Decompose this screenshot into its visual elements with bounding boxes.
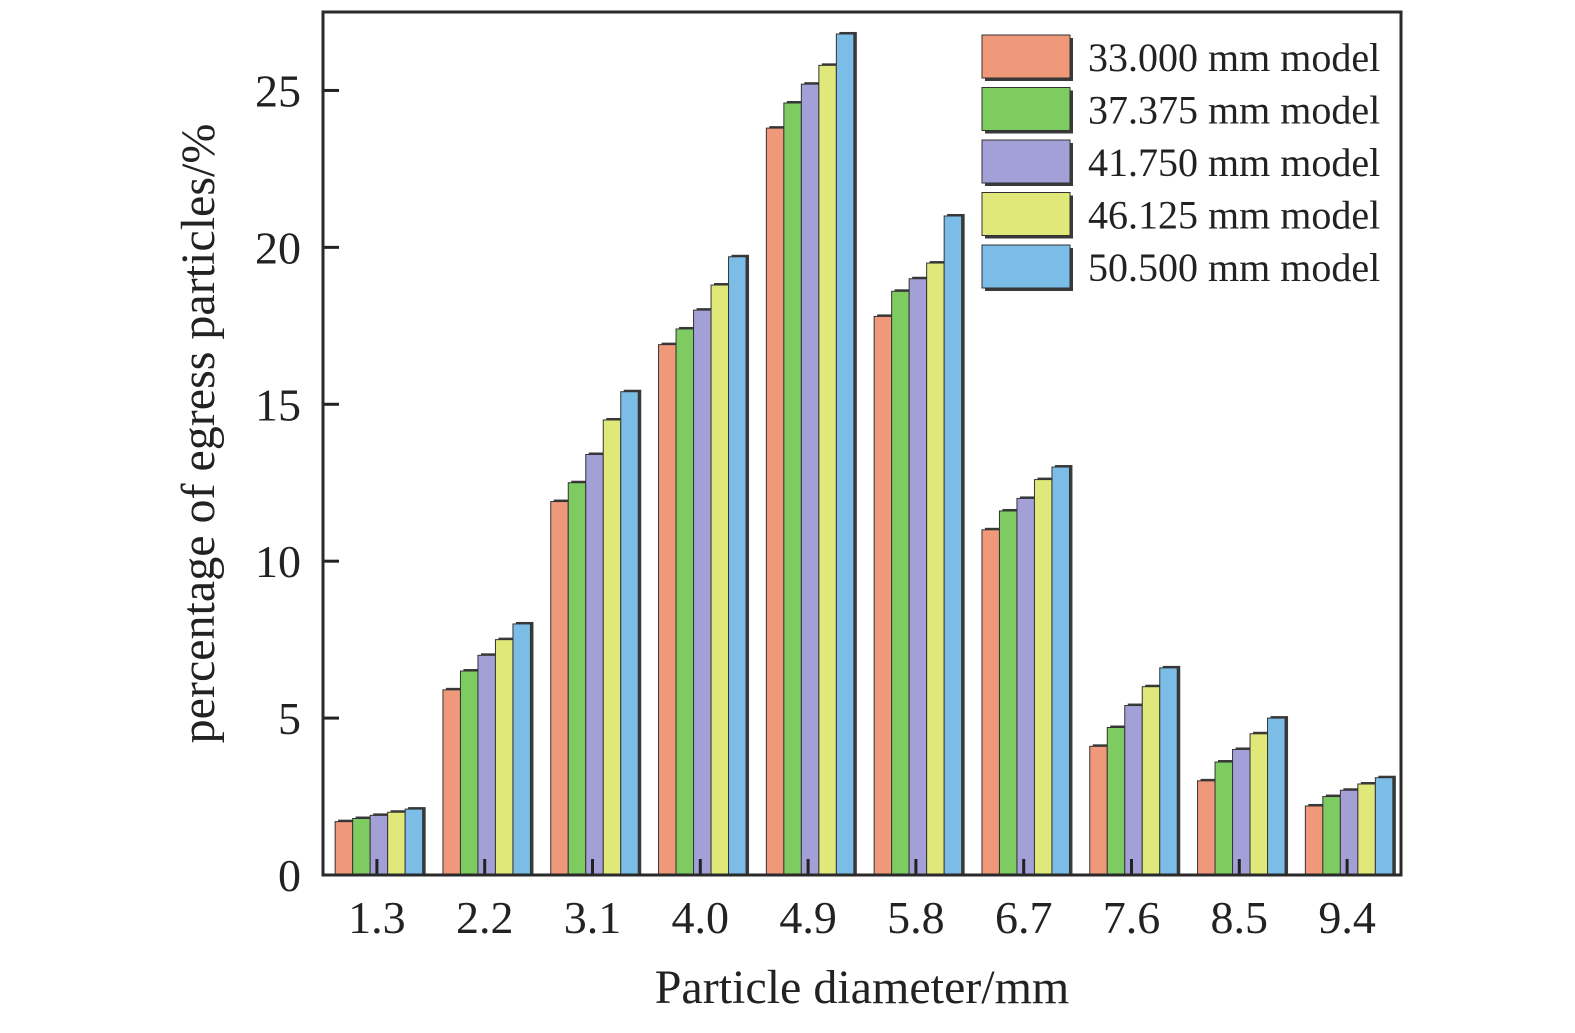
x-tick-label: 9.4	[1318, 892, 1376, 943]
bar	[835, 33, 855, 876]
bar	[442, 689, 461, 876]
bar	[765, 127, 785, 876]
bar	[477, 654, 496, 876]
x-tick-label: 4.9	[779, 892, 837, 943]
bar	[1357, 783, 1376, 876]
bar	[1304, 805, 1324, 876]
bar	[891, 290, 910, 876]
bar	[1051, 466, 1070, 876]
x-tick-label: 6.7	[995, 892, 1053, 943]
x-tick-label: 3.1	[564, 892, 622, 943]
bar	[1339, 789, 1359, 876]
bar	[1214, 761, 1234, 876]
bar	[1016, 497, 1035, 876]
plot-frame	[321, 10, 1403, 877]
bar	[818, 64, 837, 876]
bar	[334, 821, 354, 876]
legend-label: 41.750 mm model	[1088, 140, 1380, 185]
y-tick-label: 0	[278, 850, 301, 901]
bar	[693, 309, 712, 876]
bar	[369, 814, 389, 876]
x-tick-label: 8.5	[1211, 892, 1269, 943]
bar	[783, 102, 802, 876]
bar	[494, 639, 514, 876]
bar	[602, 419, 622, 876]
bar	[926, 262, 945, 876]
bar	[873, 315, 893, 876]
legend-label: 33.000 mm model	[1088, 35, 1380, 80]
y-tick-label: 5	[278, 693, 301, 744]
bar	[728, 256, 747, 876]
legend-swatch	[981, 87, 1071, 131]
bar	[1033, 479, 1053, 876]
bar	[1374, 777, 1394, 876]
bar	[585, 453, 604, 876]
bar	[1249, 733, 1269, 876]
x-tick-label: 1.3	[348, 892, 406, 943]
bar	[943, 215, 963, 876]
legend-swatch	[981, 139, 1071, 184]
bar	[1232, 748, 1251, 876]
bar	[998, 510, 1018, 876]
bar	[550, 501, 569, 876]
bar	[800, 83, 820, 876]
bar	[567, 482, 587, 876]
legend-label: 46.125 mm model	[1088, 193, 1380, 238]
bar	[352, 818, 371, 876]
bar	[658, 344, 677, 876]
bar	[387, 811, 406, 876]
y-axis-label: percentage of egress particles/%	[172, 124, 225, 744]
bar	[1267, 717, 1286, 876]
y-tick-label: 20	[255, 222, 301, 273]
bar	[404, 808, 424, 876]
bar	[981, 529, 1000, 876]
y-tick-label: 15	[255, 379, 301, 430]
bar	[908, 278, 928, 876]
bar	[675, 328, 695, 876]
y-tick-label: 10	[255, 536, 301, 587]
legend: 33.000 mm model 37.375 mm model 41.750 mm …	[981, 34, 1380, 291]
legend-swatch	[981, 244, 1071, 289]
x-tick-label: 4.0	[672, 892, 730, 943]
x-tick-label: 2.2	[456, 892, 514, 943]
bar	[1089, 745, 1108, 876]
x-tick-label: 5.8	[887, 892, 945, 943]
axis-ticks-group: 1.3 2.2 3.1 4.0 4.9 5.8 6.7 7.6 8.5 9.4 0 5 10 15 20 25	[255, 65, 1376, 943]
legend-swatch	[981, 192, 1071, 236]
legend-swatch	[981, 34, 1071, 79]
bar	[620, 391, 639, 876]
bar	[1322, 796, 1341, 876]
bars-group	[334, 31, 1396, 876]
bar	[1197, 780, 1216, 876]
bar	[459, 670, 479, 876]
x-axis-label: Particle diameter/mm	[655, 961, 1070, 1014]
bar	[710, 284, 730, 876]
legend-label: 50.500 mm model	[1088, 245, 1380, 290]
bar	[512, 623, 531, 876]
bar	[1124, 705, 1143, 876]
bar	[1159, 667, 1178, 876]
legend-label: 37.375 mm model	[1088, 88, 1380, 133]
bar	[1106, 727, 1126, 876]
y-tick-label: 25	[255, 65, 301, 116]
bar	[1141, 686, 1161, 876]
x-tick-label: 7.6	[1103, 892, 1161, 943]
